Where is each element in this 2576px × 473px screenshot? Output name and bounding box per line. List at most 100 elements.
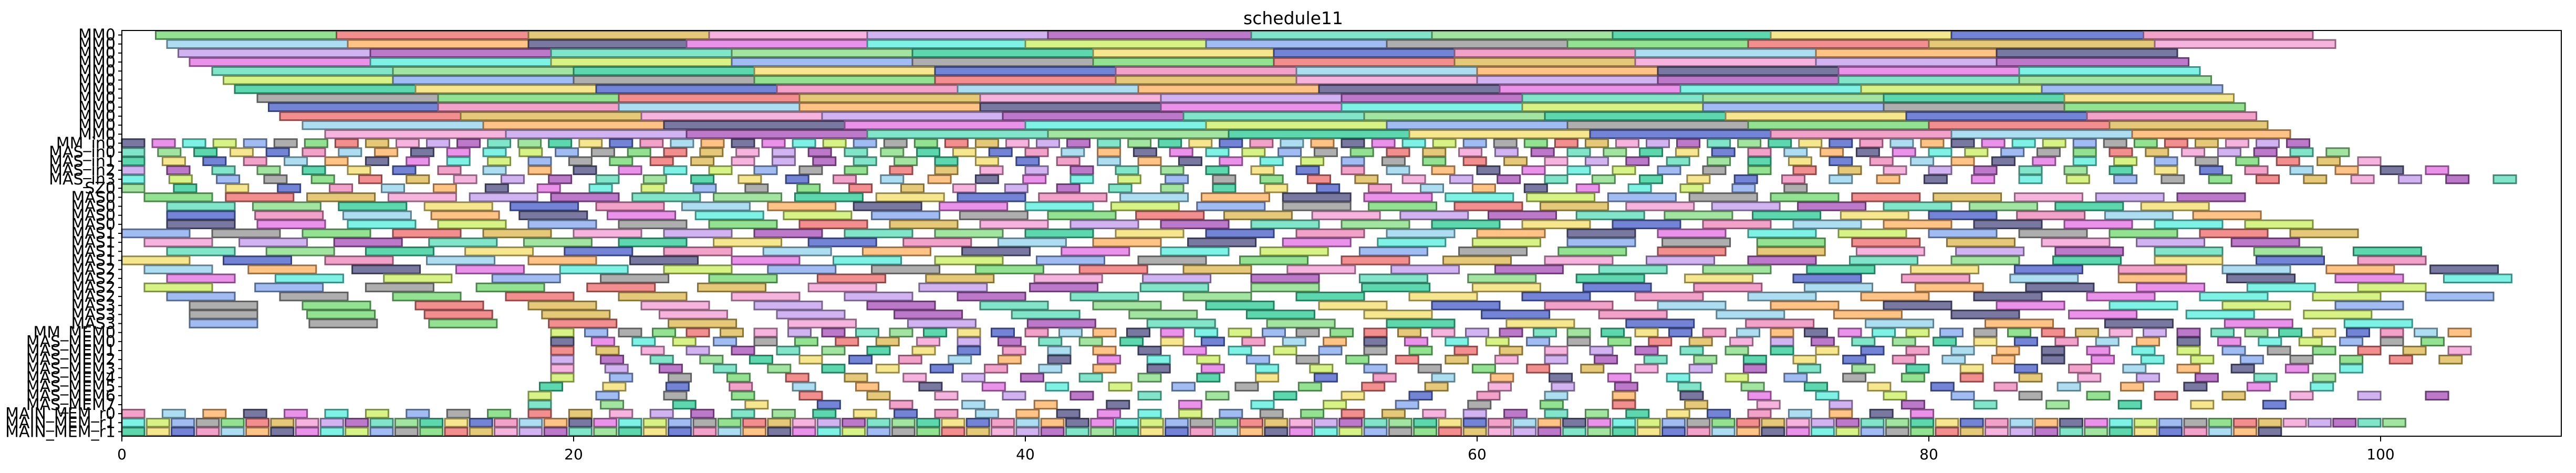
schedule-bar [1408,390,1433,401]
schedule-bar [247,264,317,274]
schedule-bar [974,156,999,166]
schedule-bar [1471,183,1496,193]
schedule-bar [663,147,688,157]
schedule-bar [2339,336,2364,347]
schedule-bar [505,129,688,139]
schedule-bar [1065,427,1089,437]
schedule-bar [2194,138,2219,148]
schedule-bar [649,156,674,166]
schedule-bar [238,237,308,248]
schedule-bar [1187,237,1257,248]
schedule-bar [2009,427,2034,437]
schedule-bar [559,264,629,274]
schedule-bar [284,156,308,166]
schedule-bar [1255,364,1280,374]
schedule-bar [265,246,335,256]
schedule-bar [573,66,755,76]
schedule-bar [1390,264,1460,274]
schedule-bar [527,399,552,410]
schedule-bar [1476,75,1659,85]
schedule-bar [1770,327,1794,337]
schedule-bar [1935,427,1959,437]
schedule-bar [880,147,905,157]
schedule-bar [618,427,642,437]
schedule-bar [550,192,620,202]
schedule-bar [121,255,191,265]
schedule-bar [1584,408,1609,419]
schedule-bar [166,165,191,176]
schedule-bar [1219,156,1243,166]
y-axis: MM0MM0MM0MM0MM0MM0MM0MM0MM0MM0MM0MM0MM_i… [5,26,122,441]
schedule-bar [934,156,959,166]
schedule-bar [1636,418,1661,428]
schedule-bar [629,255,699,265]
schedule-bar [883,138,908,148]
schedule-bar [1097,408,1121,419]
schedule-bar [1266,318,1336,328]
schedule-bar [527,301,597,311]
schedule-bar [1313,147,1338,157]
schedule-bar [1829,174,1853,184]
schedule-bar [1639,174,1664,184]
schedule-bar [1040,418,1065,428]
schedule-bar [1259,174,1284,184]
y-tick-label: MAS_in0 [49,143,116,162]
schedule-bar [586,282,656,293]
schedule-bar [593,427,618,437]
schedule-bar [1420,183,1444,193]
schedule-bar [2334,273,2404,283]
schedule-bar [211,165,236,176]
schedule-bar [1745,318,1815,328]
schedule-bar [306,192,376,202]
schedule-bar [697,282,766,293]
schedule-bar [974,174,999,184]
schedule-bar [848,183,873,193]
schedule-bar [2233,427,2257,437]
schedule-bar [1503,156,1528,166]
schedule-bar [875,336,900,347]
schedule-bar [1598,264,1668,274]
schedule-bar [783,210,853,220]
schedule-bar [573,165,597,176]
schedule-bar [2258,336,2282,347]
schedule-bar [550,327,575,337]
schedule-bar [1318,84,1501,94]
schedule-bar [911,48,1094,58]
schedule-bar [279,291,349,302]
schedule-bar [365,408,389,419]
schedule-bar [771,147,796,157]
schedule-bar [1069,174,1094,184]
schedule-bar [700,138,725,148]
schedule-bar [1259,408,1284,419]
schedule-bar [274,273,344,283]
schedule-bar [338,147,362,157]
schedule-bar [1255,373,1280,383]
schedule-bar [1196,373,1221,383]
schedule-bar [216,174,241,184]
schedule-bar [1363,418,1388,428]
schedule-bar [1004,183,1029,193]
schedule-bar [1523,183,1548,193]
schedule-bar [1165,174,1189,184]
schedule-bar [1264,427,1289,437]
schedule-bar [1431,301,1501,311]
schedule-bar [1090,427,1115,437]
schedule-bar [1033,273,1103,283]
schedule-bar [1747,408,1772,419]
schedule-bar [2380,327,2404,337]
schedule-bar [1245,310,1315,320]
schedule-bar [2208,418,2232,428]
schedule-bar [821,345,846,356]
schedule-bar [959,210,1029,220]
schedule-bar [2054,201,2124,211]
schedule-bar [573,228,642,239]
schedule-bar [916,418,941,428]
schedule-bar [1566,147,1591,157]
schedule-bar [345,427,369,437]
schedule-bar [1835,427,1860,437]
schedule-bar [1300,156,1325,166]
schedule-bar [1566,165,1591,176]
schedule-bar [961,373,986,383]
schedule-bar [941,418,965,428]
schedule-bar [1837,75,2020,85]
